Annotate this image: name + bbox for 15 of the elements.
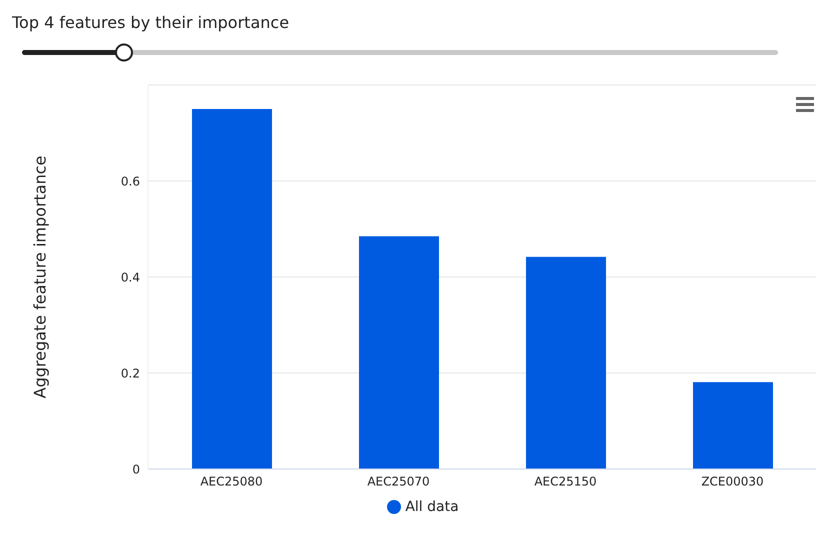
bar	[526, 256, 606, 469]
x-tick-label: AEC25070	[367, 474, 430, 489]
bar	[192, 109, 272, 469]
x-tick-label: ZCE00030	[701, 474, 764, 489]
y-tick-label: 0	[132, 462, 140, 476]
y-tick-label: 0.6	[120, 174, 140, 188]
legend-label: All data	[405, 499, 459, 515]
x-tick-label: AEC25150	[534, 474, 597, 489]
y-tick-label: 0.4	[120, 270, 140, 284]
bar	[693, 382, 773, 469]
y-tick-label: 0.2	[120, 366, 140, 380]
y-axis-title: Aggregate feature importance	[30, 156, 50, 398]
chart-title: Top 4 features by their importance	[12, 13, 290, 32]
x-tick-label: AEC25080	[200, 474, 263, 489]
bar	[359, 236, 439, 469]
